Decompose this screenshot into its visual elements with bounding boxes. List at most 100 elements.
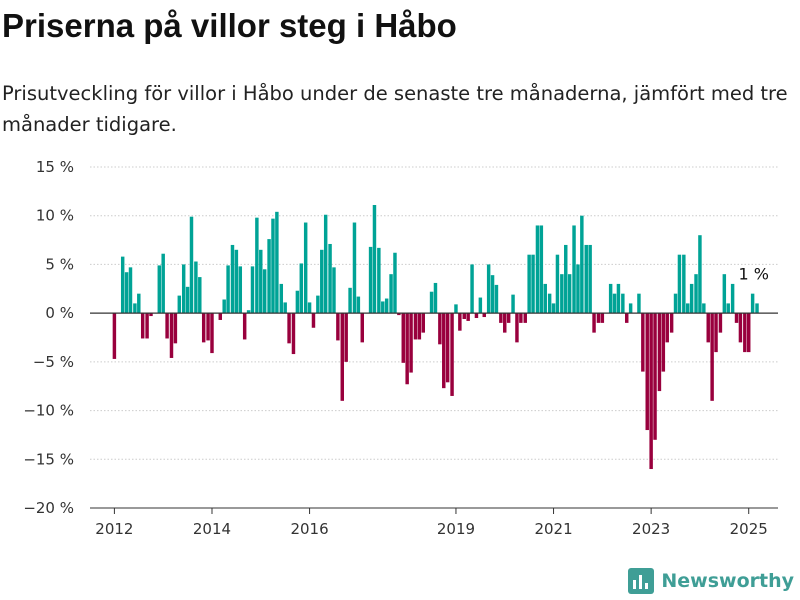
bar — [194, 261, 198, 314]
bar — [360, 313, 364, 343]
bar — [145, 313, 149, 339]
bar — [295, 290, 300, 314]
bar — [262, 269, 267, 314]
bar — [747, 313, 751, 353]
bar — [140, 313, 145, 339]
bar — [523, 313, 527, 323]
y-tick-label: −10 % — [23, 402, 74, 420]
bar — [580, 215, 584, 314]
bar — [588, 244, 592, 314]
y-tick-label: −5 % — [33, 353, 74, 371]
bar — [494, 284, 499, 314]
bar — [336, 313, 340, 341]
bar — [596, 313, 601, 323]
bar — [303, 222, 308, 314]
bar — [267, 239, 271, 314]
bar — [486, 264, 491, 314]
bar — [564, 244, 568, 314]
bar — [543, 283, 547, 314]
bar — [661, 313, 666, 372]
bar — [246, 310, 251, 314]
bar — [413, 313, 418, 340]
bar — [592, 313, 596, 333]
x-tick-label: 2012 — [95, 520, 133, 538]
bar — [124, 272, 129, 314]
bar — [332, 267, 336, 314]
bar — [612, 293, 617, 314]
bar — [307, 302, 312, 314]
bar — [185, 286, 190, 314]
bar — [576, 264, 580, 314]
bar — [645, 313, 649, 431]
bar — [454, 304, 458, 314]
chart-title: Priserna på villor steg i Håbo — [2, 7, 457, 44]
bar — [198, 277, 202, 314]
bar — [677, 254, 682, 314]
bar — [409, 313, 413, 373]
bar — [189, 216, 194, 314]
bar — [462, 313, 466, 319]
bar — [628, 303, 633, 314]
bar — [377, 247, 381, 314]
bar-chart-icon — [628, 568, 655, 594]
bar — [698, 235, 702, 314]
bar — [372, 205, 377, 314]
bar — [535, 225, 540, 314]
bar — [686, 303, 690, 314]
bar — [694, 274, 698, 314]
logo-text: Newsworthy — [661, 570, 794, 592]
bar — [242, 313, 247, 340]
bar-series — [112, 205, 759, 470]
bar — [157, 265, 162, 314]
bar — [405, 313, 409, 385]
bar — [381, 301, 385, 314]
bar — [401, 313, 405, 363]
bar — [429, 291, 434, 314]
x-tick-label: 2021 — [534, 520, 572, 538]
bar — [572, 225, 576, 314]
bar — [641, 313, 645, 372]
bar — [112, 313, 117, 359]
bar — [368, 246, 373, 314]
bar — [323, 214, 328, 314]
bar — [738, 313, 743, 343]
bar — [352, 222, 357, 314]
bar — [417, 313, 422, 340]
bar — [165, 313, 169, 339]
x-tick-label: 2023 — [632, 520, 670, 538]
bar — [718, 313, 723, 333]
bar — [201, 313, 206, 343]
bar — [649, 313, 653, 470]
bar — [210, 313, 214, 354]
y-tick-label: 5 % — [45, 255, 74, 273]
bar — [653, 313, 657, 440]
bar — [177, 295, 182, 314]
bar — [466, 313, 470, 321]
bar — [482, 313, 486, 318]
bar — [567, 274, 572, 314]
bar — [726, 303, 730, 314]
bar — [128, 267, 133, 314]
bar — [259, 249, 263, 314]
bar — [621, 293, 625, 314]
x-tick-label: 2019 — [437, 520, 475, 538]
y-tick-label: 10 % — [36, 207, 74, 225]
bar — [161, 253, 165, 314]
bar — [120, 256, 125, 314]
bar — [657, 313, 662, 392]
bar — [250, 266, 255, 314]
bar — [173, 313, 178, 344]
bar — [438, 313, 442, 345]
bar — [238, 266, 243, 314]
bar — [311, 313, 316, 328]
bar — [539, 225, 544, 314]
bar — [340, 313, 344, 401]
bar — [149, 313, 153, 317]
bar — [218, 313, 223, 320]
y-tick-label: −20 % — [23, 499, 74, 517]
bar — [551, 303, 556, 314]
bar — [181, 264, 186, 314]
bar — [397, 313, 401, 316]
bar — [706, 313, 710, 343]
bar — [702, 303, 706, 314]
